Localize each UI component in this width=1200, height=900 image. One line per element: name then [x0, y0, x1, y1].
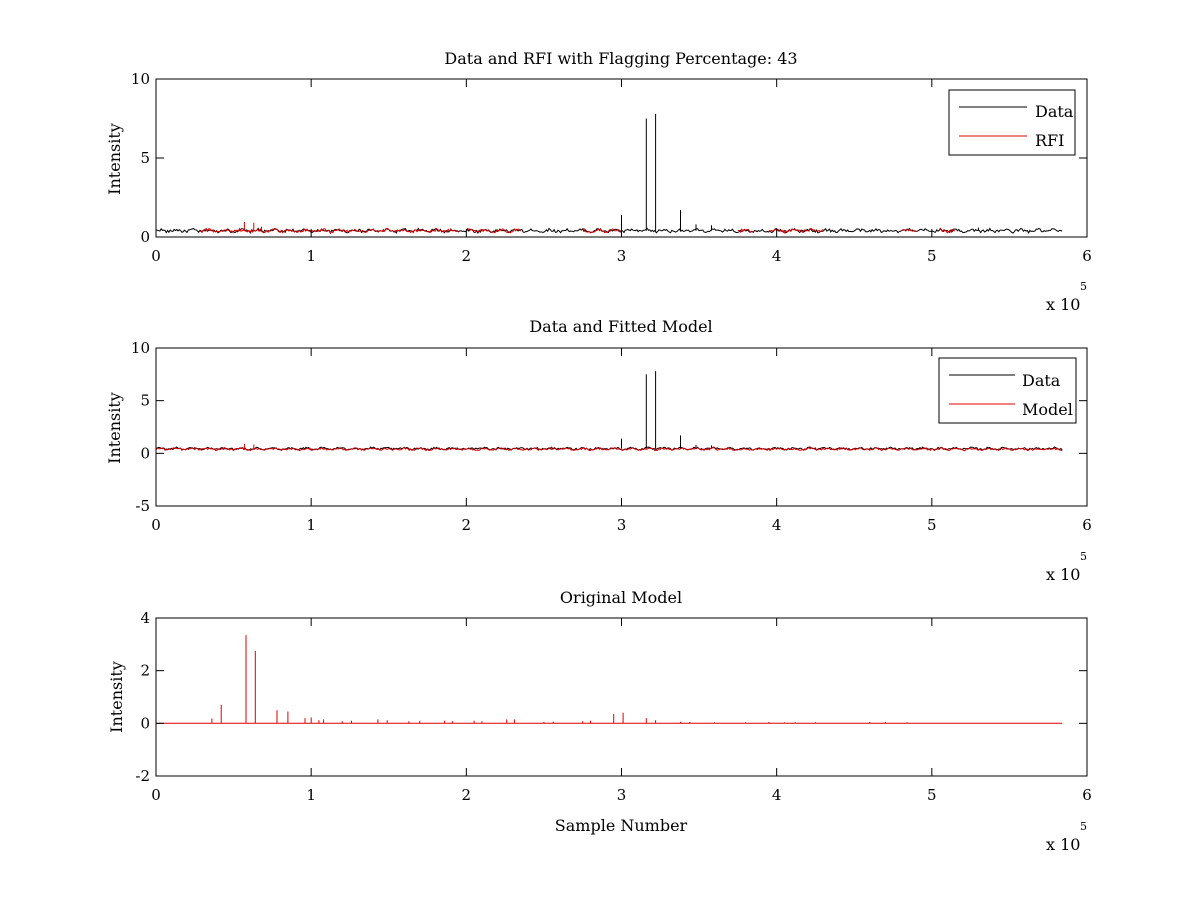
series-layer	[155, 113, 1063, 235]
subplot-1-legend: Data RFI	[948, 89, 1076, 156]
subplot-3-ylabel: Intensity	[107, 661, 126, 733]
x-tick-label: 0	[151, 247, 161, 265]
x-tick-label: 4	[772, 516, 782, 534]
x-tick-label: 2	[462, 786, 472, 804]
subplot-1-title: Data and RFI with Flagging Percentage: 4…	[444, 49, 797, 68]
subplot-1-ylabel: Intensity	[105, 123, 124, 195]
y-tick-label: 4	[140, 609, 150, 627]
legend-label-rfi: RFI	[1035, 131, 1064, 150]
model-series-trace	[155, 446, 1063, 452]
subplot-2-multiplier-text: x 10	[1046, 565, 1080, 584]
subplot-2-legend: Data Model	[938, 357, 1077, 424]
y-tick-label: 5	[140, 149, 150, 167]
legend-label-data: Data	[1035, 102, 1074, 121]
x-tick-label: 5	[927, 247, 937, 265]
y-tick-label: -5	[135, 497, 150, 515]
rfi-series-trace	[768, 227, 824, 234]
subplot-2-multiplier-exponent: 5	[1080, 550, 1087, 563]
subplot-2-multiplier: x 10 5	[1046, 550, 1087, 584]
y-tick-label: 0	[140, 444, 150, 462]
x-tick-label: 5	[927, 516, 937, 534]
y-tick-label: 5	[140, 392, 150, 410]
subplot-1-multiplier-text: x 10	[1046, 295, 1080, 314]
plot-area	[156, 348, 1087, 506]
x-tick-label: 3	[617, 516, 627, 534]
x-tick-label: 3	[617, 786, 627, 804]
rfi-series-trace	[582, 227, 622, 234]
plot-area	[156, 79, 1087, 237]
subplot-2-title: Data and Fitted Model	[529, 317, 712, 336]
legend-label-model: Model	[1022, 400, 1073, 419]
legend-box	[938, 357, 1077, 424]
y-tick-label: 10	[131, 70, 150, 88]
subplot-1-plot: 0 1 2 3 4 5 6 0 5 10	[131, 70, 1092, 265]
subplot-3-multiplier: x 10 5	[1046, 820, 1087, 854]
subplot-1-multiplier: x 10 5	[1046, 280, 1087, 314]
legend-label-data: Data	[1022, 371, 1061, 390]
x-tick-label: 2	[462, 247, 472, 265]
rfi-series-trace	[737, 228, 754, 233]
x-tick-label: 5	[927, 786, 937, 804]
subplot-1: Data and RFI with Flagging Percentage: 4…	[105, 49, 1092, 314]
x-tick-label: 1	[306, 786, 316, 804]
rfi-series-trace	[900, 228, 917, 233]
subplot-3-xlabel: Sample Number	[555, 816, 688, 835]
subplot-3-title: Original Model	[560, 588, 682, 607]
y-tick-label: -2	[135, 767, 150, 785]
x-tick-label: 4	[772, 247, 782, 265]
y-tick-label: 2	[140, 662, 150, 680]
subplot-2-ylabel: Intensity	[105, 392, 124, 464]
plot-area	[156, 618, 1087, 776]
series-layer	[155, 371, 1063, 452]
x-tick-label: 0	[151, 516, 161, 534]
x-tick-label: 6	[1082, 786, 1092, 804]
x-tick-label: 3	[617, 247, 627, 265]
y-tick-label: 0	[140, 228, 150, 246]
subplot-3-multiplier-text: x 10	[1046, 835, 1080, 854]
rfi-series-trace	[466, 227, 522, 234]
rfi-series-trace	[199, 227, 459, 234]
x-tick-label: 0	[151, 786, 161, 804]
rfi-series-trace	[939, 227, 956, 234]
x-tick-label: 1	[306, 516, 316, 534]
x-tick-label: 2	[462, 516, 472, 534]
y-tick-label: 0	[140, 714, 150, 732]
x-tick-label: 6	[1082, 247, 1092, 265]
subplot-1-multiplier-exponent: 5	[1080, 280, 1087, 293]
series-layer	[156, 635, 1063, 724]
legend-box	[948, 89, 1076, 156]
x-tick-label: 4	[772, 786, 782, 804]
y-tick-label: 10	[131, 339, 150, 357]
subplot-3-multiplier-exponent: 5	[1080, 820, 1087, 833]
subplot-2: Data and Fitted Model Intensity 0 1 2 3 4 5 6 -…	[105, 317, 1092, 584]
x-tick-label: 6	[1082, 516, 1092, 534]
x-tick-label: 1	[306, 247, 316, 265]
